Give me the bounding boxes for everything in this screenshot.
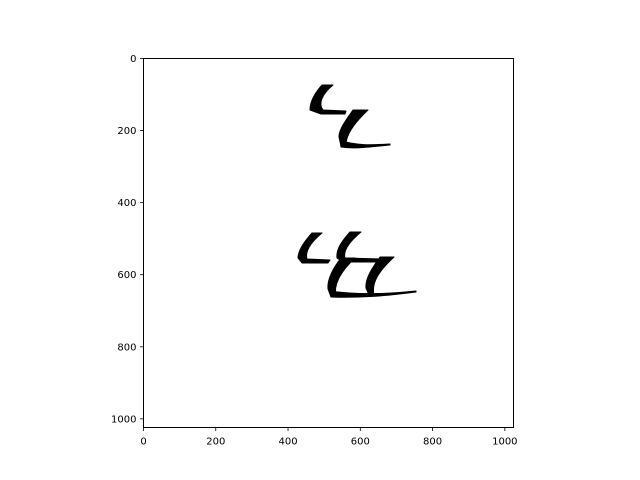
y-tick-label: 0 [130, 54, 136, 65]
x-tick-label: 600 [351, 437, 370, 448]
x-tick-label: 200 [206, 437, 225, 448]
image-plot-area [143, 58, 514, 428]
y-tick-label: 600 [117, 270, 136, 281]
plot-frame [143, 58, 514, 428]
glyph-bottom-stroke-2 [365, 256, 395, 296]
glyph-bottom-tail [328, 290, 417, 298]
handwritten-glyph-bottom [297, 231, 417, 298]
x-tick-label: 1000 [492, 437, 517, 448]
glyph-bottom-left-loop [297, 232, 331, 264]
glyph-bottom-mid-loop [336, 231, 384, 263]
y-tick-label: 800 [117, 342, 136, 353]
handwritten-glyph-top [309, 84, 391, 149]
x-axis: 0 200 400 600 800 1000 [140, 427, 518, 448]
y-tick-label: 1000 [111, 414, 136, 425]
y-axis: 0 200 400 600 800 1000 [111, 54, 144, 425]
x-tick-label: 800 [423, 437, 442, 448]
y-tick-label: 200 [117, 126, 136, 137]
x-tick-label: 0 [140, 437, 146, 448]
glyph-top-tail [339, 139, 391, 149]
glyph-top-left-loop [309, 84, 347, 115]
x-tick-label: 400 [278, 437, 297, 448]
y-tick-label: 400 [117, 198, 136, 209]
